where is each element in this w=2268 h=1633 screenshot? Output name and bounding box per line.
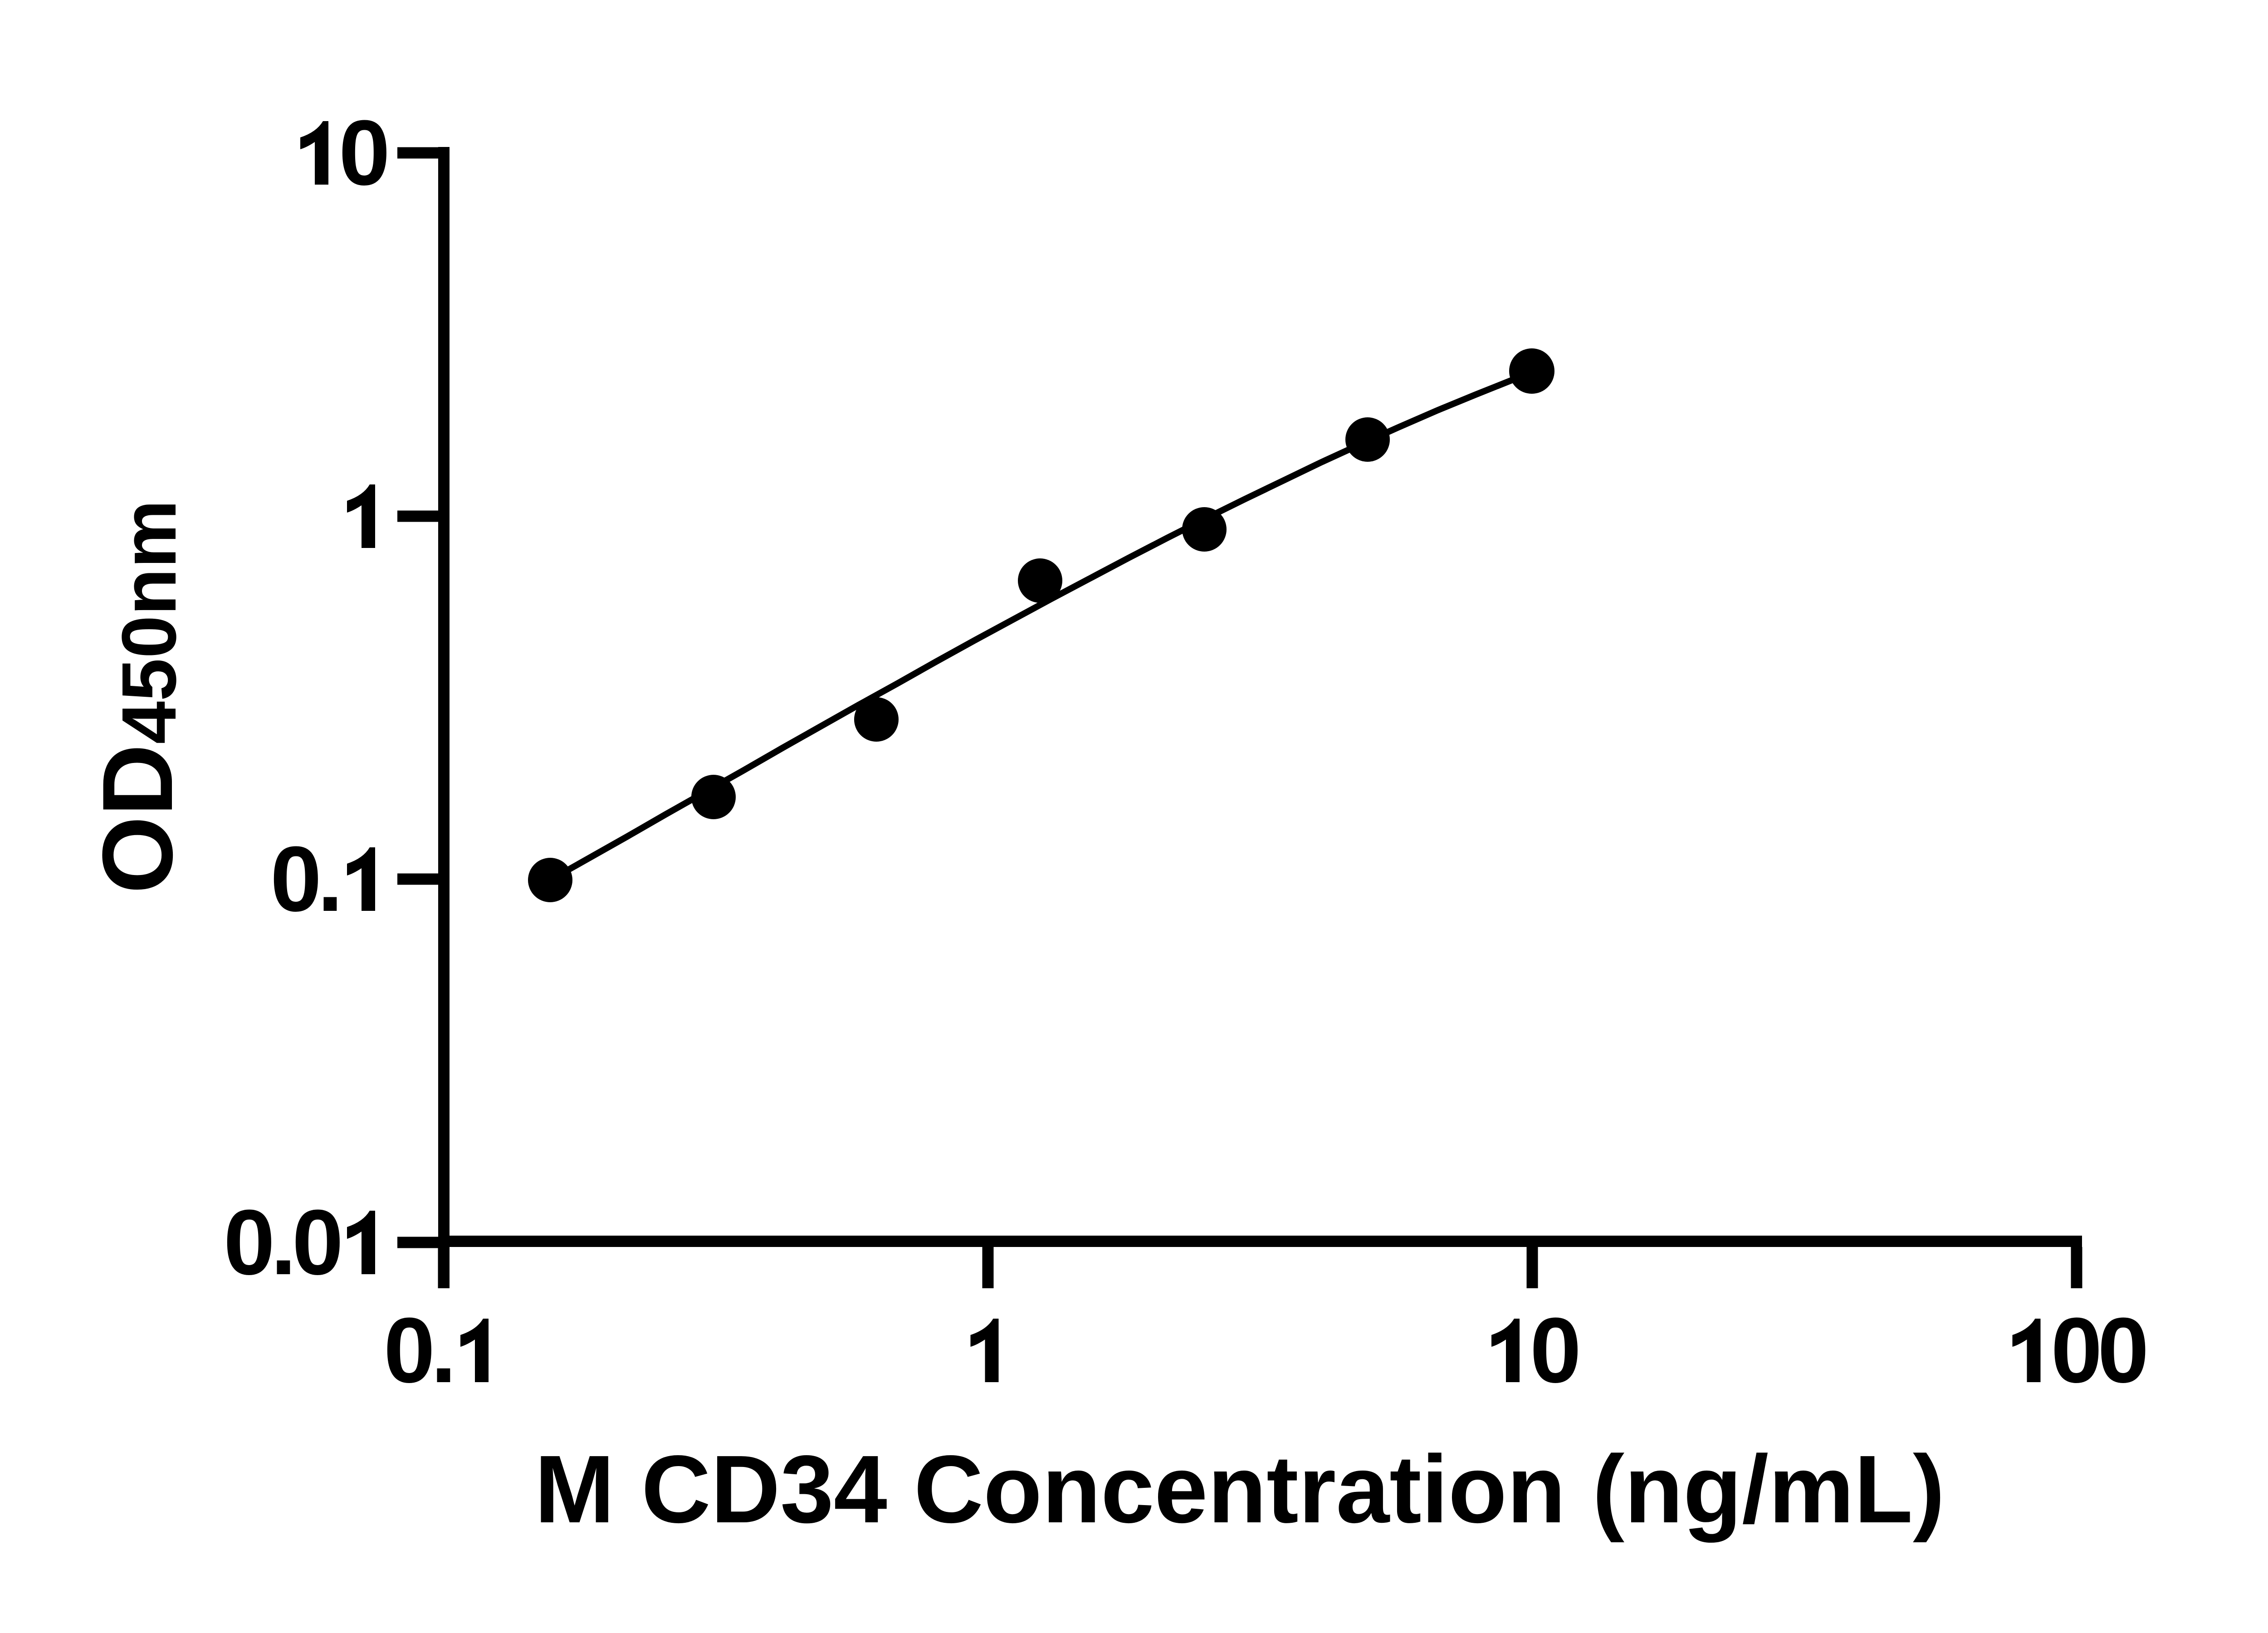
svg-text:0: 0 bbox=[1530, 1299, 1581, 1402]
svg-text:0: 0 bbox=[270, 827, 322, 931]
svg-text:0: 0 bbox=[292, 1191, 343, 1294]
svg-text:.: . bbox=[271, 1191, 297, 1294]
svg-text:.: . bbox=[318, 827, 343, 931]
svg-text:0: 0 bbox=[2051, 1299, 2102, 1402]
svg-text:.: . bbox=[431, 1299, 457, 1402]
svg-text:0: 0 bbox=[2097, 1299, 2149, 1402]
svg-text:0: 0 bbox=[384, 1299, 435, 1402]
svg-text:M CD34 Concentration (ng/mL): M CD34 Concentration (ng/mL) bbox=[534, 1435, 1945, 1543]
svg-text:0: 0 bbox=[224, 1191, 275, 1294]
svg-text:0: 0 bbox=[339, 101, 390, 205]
